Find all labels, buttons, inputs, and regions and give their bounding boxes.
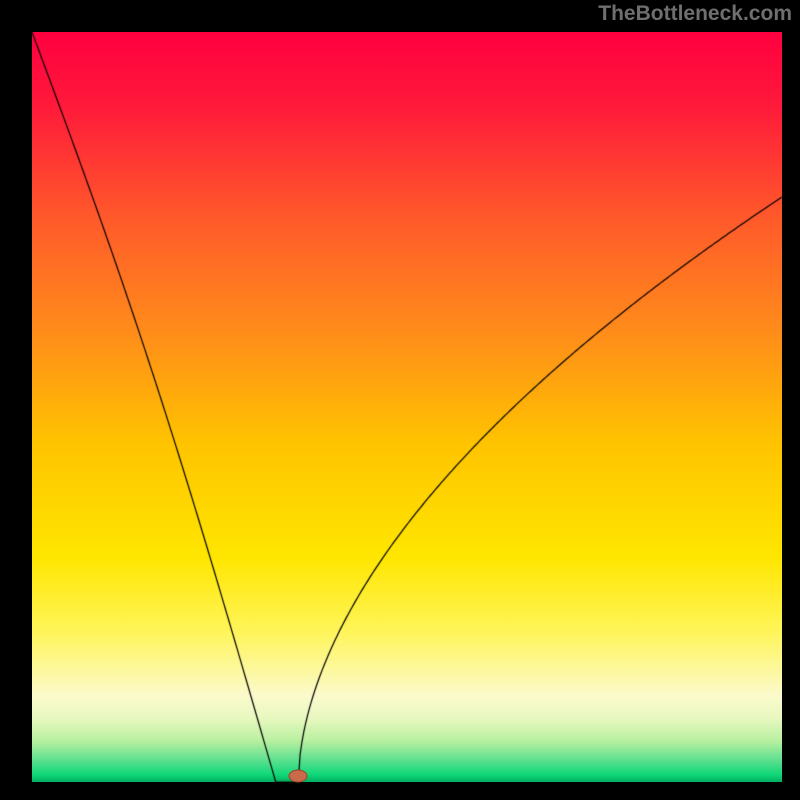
watermark-text: TheBottleneck.com	[598, 2, 792, 26]
optimum-marker-dot	[287, 768, 309, 784]
chart-container: TheBottleneck.com	[0, 0, 800, 800]
bottleneck-curve	[0, 0, 800, 800]
